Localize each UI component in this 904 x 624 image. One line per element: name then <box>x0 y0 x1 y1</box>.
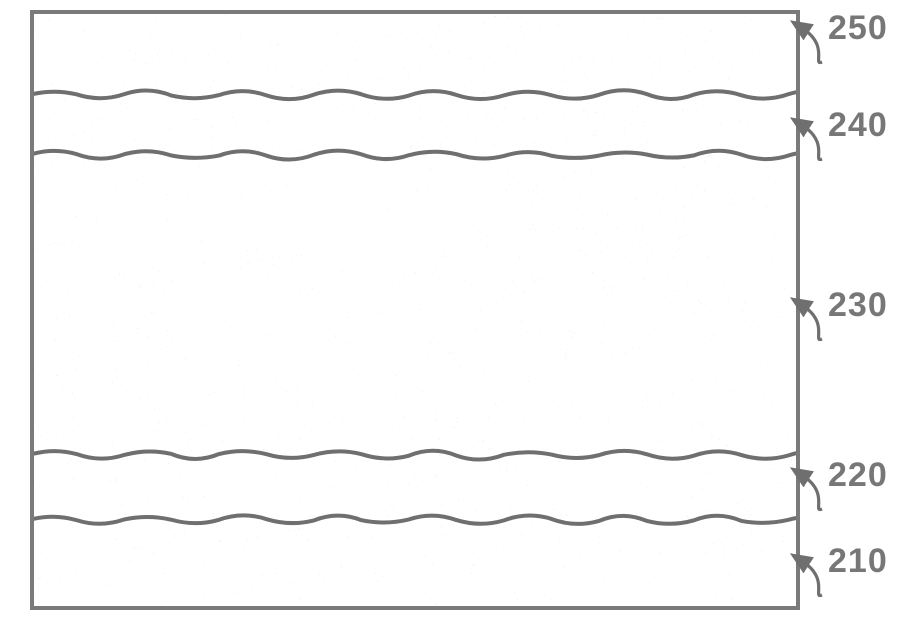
callout-arrow-240 <box>802 125 822 160</box>
diagram-stage: 250 240 230 220 210 <box>0 0 904 624</box>
callout-label-220: 220 <box>828 456 888 495</box>
callout-arrow-230 <box>802 305 822 340</box>
diagram-svg <box>0 0 904 624</box>
callout-arrow-250 <box>802 28 822 63</box>
layer-boundary-3 <box>29 515 884 524</box>
layer-boundary-0 <box>29 90 884 99</box>
callout-arrow-210 <box>802 561 822 596</box>
callout-label-250: 250 <box>828 9 888 48</box>
layer-boundary-2 <box>29 451 884 460</box>
layer-boundary-1 <box>29 151 884 160</box>
callout-arrow-220 <box>802 475 822 510</box>
callout-label-240: 240 <box>828 106 888 145</box>
callout-label-230: 230 <box>828 286 888 325</box>
callout-label-210: 210 <box>828 542 888 581</box>
